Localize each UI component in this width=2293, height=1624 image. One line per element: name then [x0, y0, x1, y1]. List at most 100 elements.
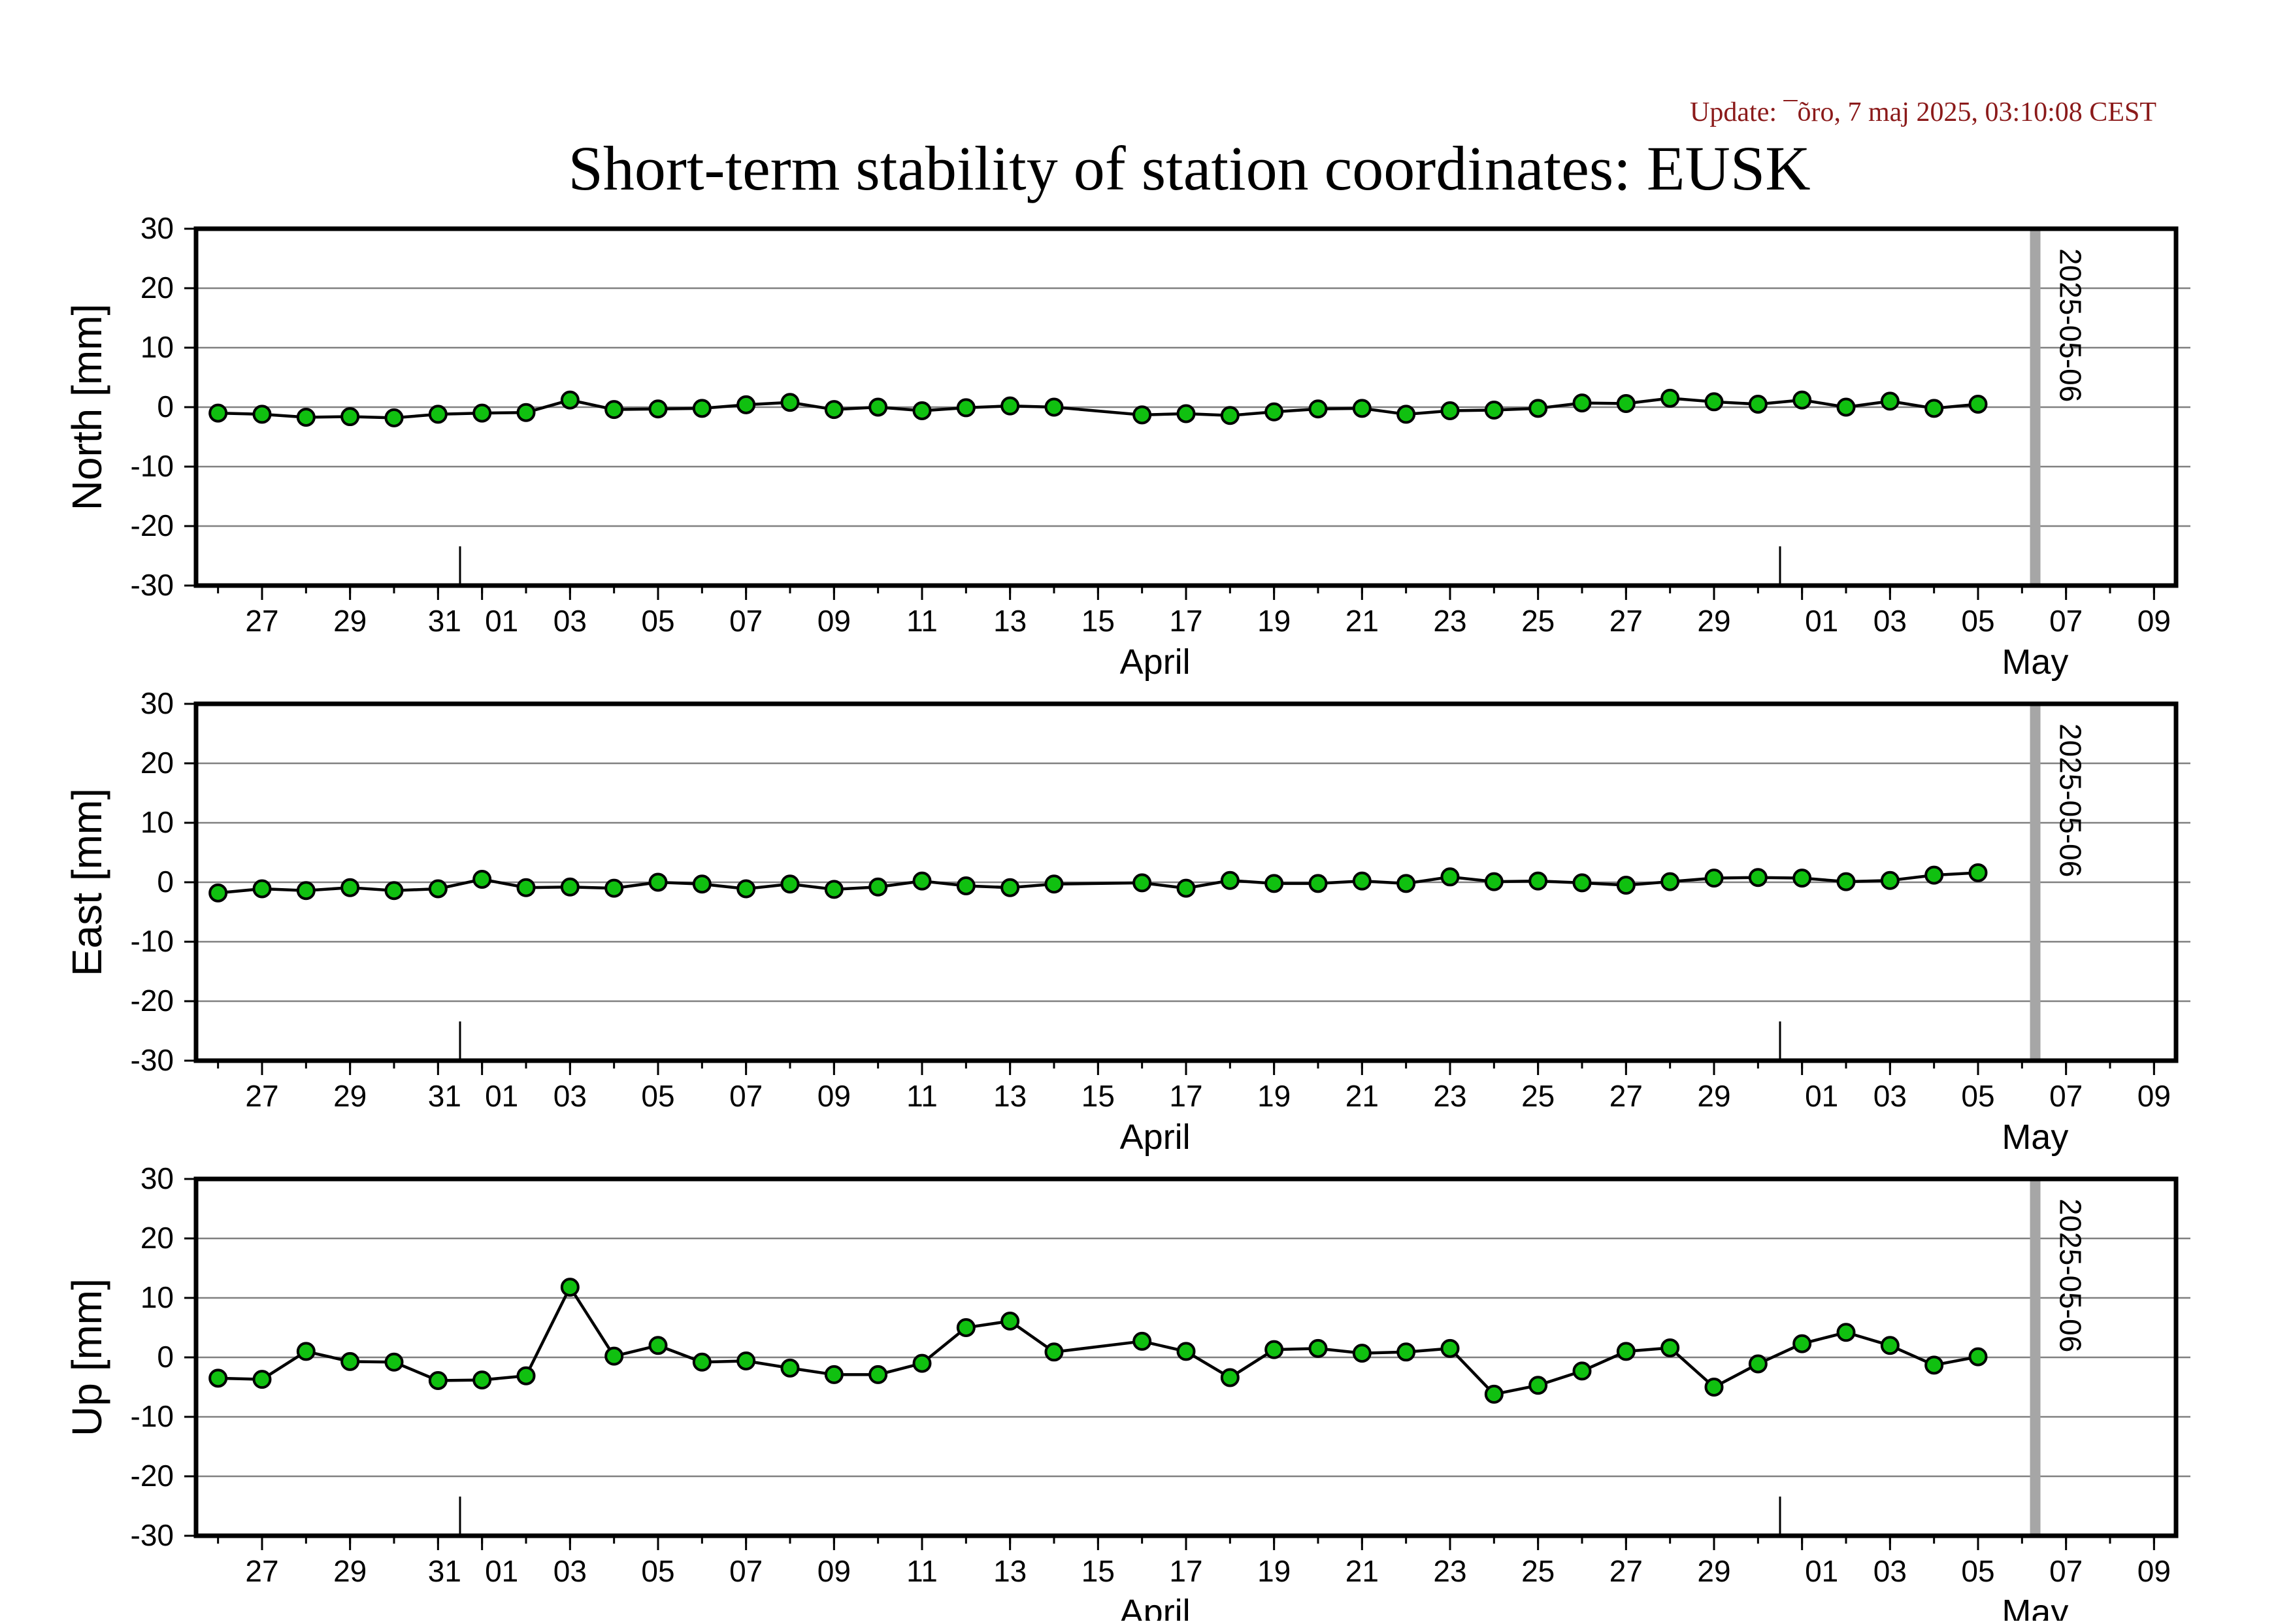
- data-point: [736, 395, 756, 414]
- x-tick-label: 19: [1257, 1554, 1291, 1588]
- x-tick-label: 01: [485, 1079, 518, 1113]
- y-axis-label: East [mm]: [63, 788, 110, 976]
- x-tick-label: 09: [2137, 1554, 2171, 1588]
- x-tick-label: 11: [906, 604, 938, 638]
- data-point: [1132, 1331, 1152, 1351]
- data-point: [340, 1351, 360, 1371]
- x-tick-label: 29: [1697, 1079, 1730, 1113]
- x-tick-label: 29: [333, 1079, 367, 1113]
- y-tick-label: -30: [131, 1043, 174, 1077]
- data-point: [1352, 399, 1372, 418]
- y-tick-label: -20: [131, 508, 174, 542]
- x-tick-label: 23: [1433, 604, 1466, 638]
- data-point: [1572, 1361, 1592, 1381]
- x-tick-label: 01: [1805, 1079, 1838, 1113]
- data-point: [692, 874, 712, 894]
- x-tick-label: 03: [553, 604, 587, 638]
- data-point: [1352, 871, 1372, 891]
- data-point: [472, 403, 492, 423]
- data-point: [1000, 396, 1020, 416]
- data-point: [956, 876, 976, 895]
- y-tick-label: -10: [131, 1399, 174, 1433]
- x-tick-label: 03: [1873, 1554, 1907, 1588]
- x-tick-label: 21: [1345, 1554, 1379, 1588]
- data-point: [1616, 1342, 1636, 1361]
- data-point: [824, 400, 844, 420]
- data-point: [1484, 401, 1504, 420]
- y-tick-label: 30: [140, 686, 174, 720]
- data-point: [824, 1365, 844, 1384]
- x-tick-label: 01: [485, 604, 518, 638]
- data-point: [516, 878, 536, 897]
- data-point: [516, 1366, 536, 1385]
- x-tick-label: 11: [906, 1554, 938, 1588]
- data-point: [1660, 872, 1680, 891]
- x-tick-label: 21: [1345, 1079, 1379, 1113]
- data-point: [604, 878, 624, 898]
- data-point: [340, 407, 360, 427]
- x-tick-label: 23: [1433, 1079, 1466, 1113]
- data-point: [1836, 872, 1856, 891]
- x-tick-label: 09: [817, 604, 851, 638]
- data-point: [1704, 392, 1724, 412]
- x-tick-label: 31: [428, 604, 461, 638]
- month-label: April: [1120, 1118, 1191, 1157]
- x-tick-label: 17: [1169, 1554, 1202, 1588]
- x-tick-label: 17: [1169, 1079, 1202, 1113]
- data-point: [1264, 874, 1284, 893]
- data-point: [1792, 390, 1812, 410]
- data-point: [384, 1352, 404, 1372]
- month-label: April: [1120, 642, 1191, 682]
- y-tick-label: -10: [131, 924, 174, 958]
- data-point: [1924, 1355, 1944, 1375]
- x-tick-label: 13: [993, 1554, 1027, 1588]
- x-tick-label: 29: [333, 1554, 367, 1588]
- data-point: [824, 880, 844, 899]
- data-point: [1792, 869, 1812, 888]
- x-tick-label: 19: [1257, 604, 1291, 638]
- data-point: [1132, 873, 1152, 893]
- y-tick-label: 0: [157, 1340, 174, 1374]
- x-tick-label: 05: [1961, 604, 1994, 638]
- y-tick-label: 20: [140, 746, 174, 780]
- data-point: [1000, 878, 1020, 897]
- data-point: [1220, 1368, 1240, 1387]
- data-point: [1968, 394, 1988, 414]
- series-line: [218, 1285, 1979, 1396]
- data-point: [956, 398, 976, 418]
- data-point: [868, 877, 888, 897]
- x-tick-label: 11: [906, 1079, 938, 1113]
- data-point: [1396, 1342, 1416, 1362]
- x-tick-label: 09: [817, 1554, 851, 1588]
- y-axis-label: Up [mm]: [63, 1278, 110, 1436]
- event-line-label: 2025-05-06: [2054, 723, 2088, 877]
- x-tick-label: 07: [2049, 1079, 2083, 1113]
- y-tick-label: -20: [131, 1459, 174, 1493]
- month-label: May: [2002, 1593, 2068, 1621]
- x-tick-label: 09: [2137, 604, 2171, 638]
- data-point: [1220, 406, 1240, 425]
- data-point: [472, 869, 492, 889]
- data-point: [296, 407, 316, 427]
- data-point: [1748, 394, 1768, 414]
- y-tick-label: 30: [140, 1161, 174, 1195]
- y-tick-label: 0: [157, 389, 174, 423]
- y-tick-label: -10: [131, 449, 174, 483]
- data-point: [1484, 1384, 1504, 1404]
- data-point: [736, 879, 756, 899]
- data-point: [956, 1318, 976, 1337]
- x-tick-label: 05: [641, 1079, 674, 1113]
- y-tick-label: 10: [140, 805, 174, 839]
- data-point: [1836, 1323, 1856, 1342]
- y-tick-label: -30: [131, 1518, 174, 1552]
- x-tick-label: 03: [1873, 604, 1907, 638]
- x-tick-label: 05: [641, 1554, 674, 1588]
- data-point: [1616, 876, 1636, 895]
- data-point: [1660, 1338, 1680, 1357]
- data-point: [208, 883, 228, 903]
- month-label: April: [1120, 1593, 1191, 1621]
- x-tick-label: 27: [1609, 1554, 1643, 1588]
